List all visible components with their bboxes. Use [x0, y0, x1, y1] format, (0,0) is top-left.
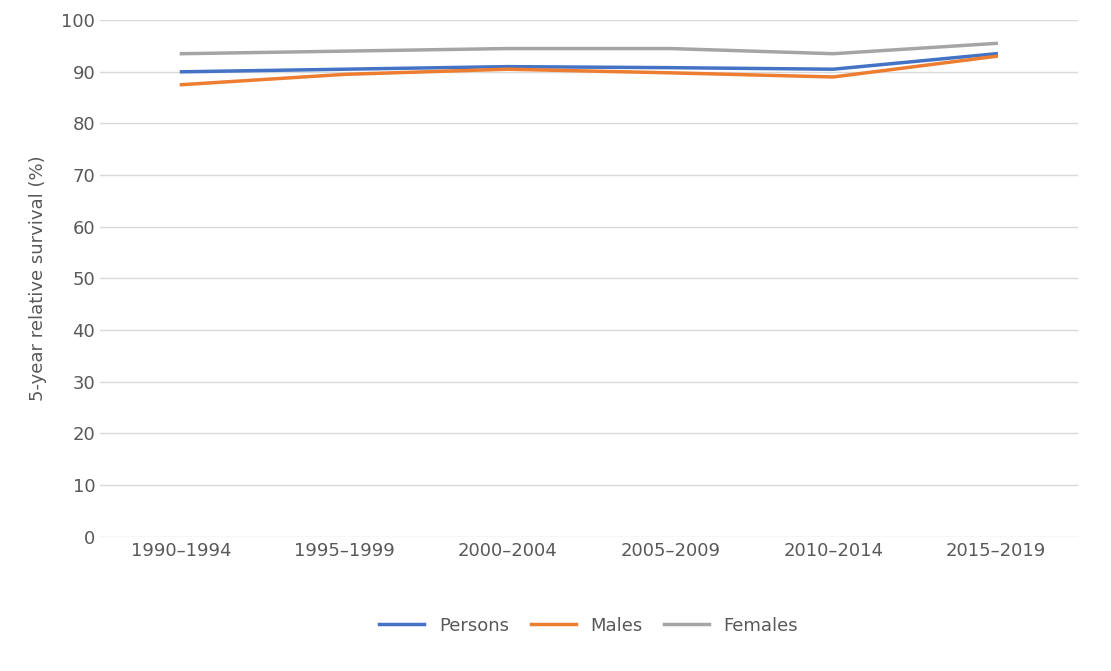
Females: [663, 44, 677, 52]
Males: [174, 81, 188, 89]
Females: [501, 44, 514, 52]
Males: [338, 70, 351, 79]
Females: [338, 47, 351, 55]
Line: Females: Females: [181, 44, 997, 54]
Line: Males: Males: [181, 56, 997, 85]
Males: [663, 69, 677, 77]
Persons: [501, 62, 514, 70]
Males: [990, 52, 1003, 60]
Persons: [338, 65, 351, 73]
Females: [174, 50, 188, 58]
Males: [827, 73, 840, 81]
Line: Persons: Persons: [181, 54, 997, 72]
Females: [827, 50, 840, 58]
Persons: [663, 64, 677, 72]
Y-axis label: 5-year relative survival (%): 5-year relative survival (%): [29, 156, 48, 401]
Females: [990, 40, 1003, 48]
Legend: Persons, Males, Females: Persons, Males, Females: [370, 608, 808, 644]
Persons: [827, 65, 840, 73]
Persons: [174, 68, 188, 76]
Males: [501, 65, 514, 73]
Persons: [990, 50, 1003, 58]
